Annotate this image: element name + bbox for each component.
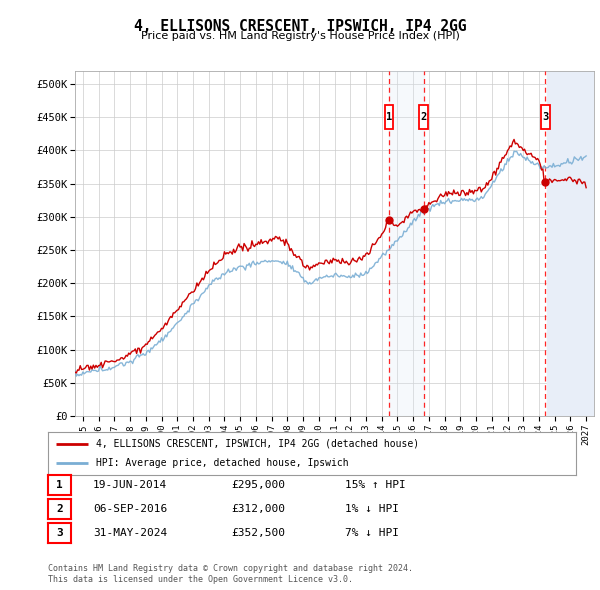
FancyBboxPatch shape [419, 106, 428, 129]
Text: £295,000: £295,000 [231, 480, 285, 490]
Bar [389, 71, 424, 416]
Text: 1: 1 [386, 112, 392, 122]
Bar [547, 71, 594, 416]
FancyBboxPatch shape [541, 106, 550, 129]
Text: Price paid vs. HM Land Registry's House Price Index (HPI): Price paid vs. HM Land Registry's House … [140, 31, 460, 41]
Text: £312,000: £312,000 [231, 504, 285, 514]
Bar [547, 71, 594, 416]
Text: £352,500: £352,500 [231, 529, 285, 538]
Text: 3: 3 [542, 112, 548, 122]
Text: HPI: Average price, detached house, Ipswich: HPI: Average price, detached house, Ipsw… [95, 458, 348, 468]
Text: 7% ↓ HPI: 7% ↓ HPI [345, 529, 399, 538]
Text: 31-MAY-2024: 31-MAY-2024 [93, 529, 167, 538]
Text: 3: 3 [56, 529, 63, 538]
Text: 15% ↑ HPI: 15% ↑ HPI [345, 480, 406, 490]
Text: 2: 2 [421, 112, 427, 122]
Text: 4, ELLISONS CRESCENT, IPSWICH, IP4 2GG: 4, ELLISONS CRESCENT, IPSWICH, IP4 2GG [134, 19, 466, 34]
Text: This data is licensed under the Open Government Licence v3.0.: This data is licensed under the Open Gov… [48, 575, 353, 584]
Text: 06-SEP-2016: 06-SEP-2016 [93, 504, 167, 514]
FancyBboxPatch shape [385, 106, 394, 129]
Text: 4, ELLISONS CRESCENT, IPSWICH, IP4 2GG (detached house): 4, ELLISONS CRESCENT, IPSWICH, IP4 2GG (… [95, 439, 419, 449]
Text: 19-JUN-2014: 19-JUN-2014 [93, 480, 167, 490]
Text: 1: 1 [56, 480, 63, 490]
Text: 1% ↓ HPI: 1% ↓ HPI [345, 504, 399, 514]
Text: 2: 2 [56, 504, 63, 514]
Text: Contains HM Land Registry data © Crown copyright and database right 2024.: Contains HM Land Registry data © Crown c… [48, 565, 413, 573]
